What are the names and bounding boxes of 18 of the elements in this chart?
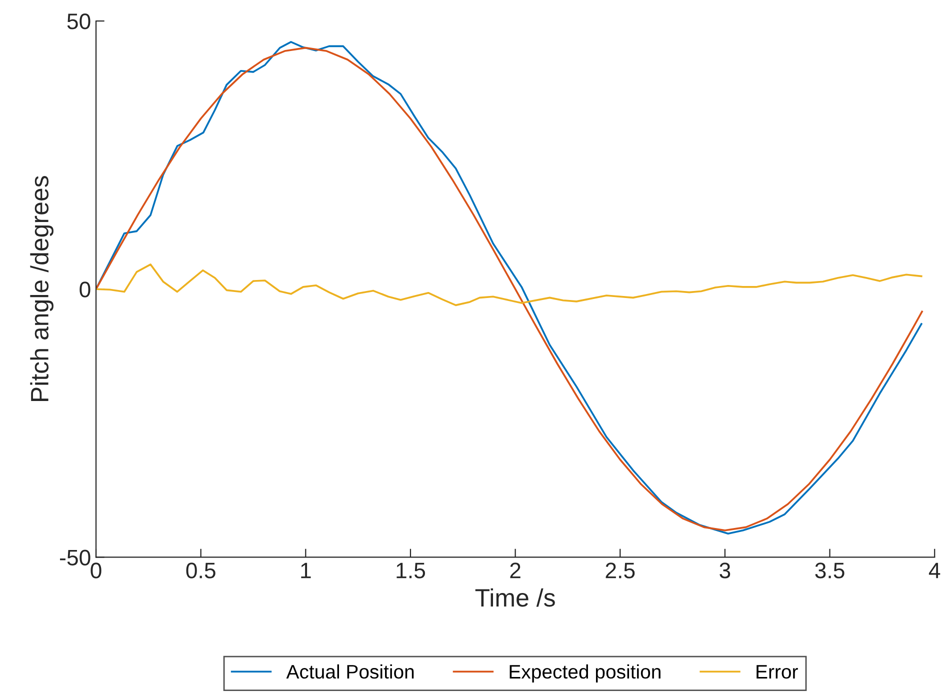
x-axis-title: Time /s (475, 588, 555, 607)
legend-label: Error (756, 665, 798, 679)
x-tick-label: 3 (720, 562, 730, 578)
y-tick-label: 0 (80, 282, 90, 298)
x-tick-label: 3.5 (815, 562, 844, 578)
x-tick-label: 2 (510, 562, 520, 578)
x-tick-label: 2.5 (606, 562, 635, 578)
x-tick-label: 0.5 (186, 562, 216, 578)
legend-label: Actual Position (286, 664, 414, 679)
x-tick-label: 4 (928, 562, 940, 578)
y-tick-label: -50 (60, 550, 90, 566)
x-tick-label: 0 (90, 562, 102, 578)
line-series (96, 264, 922, 306)
x-tick-label: 1 (301, 562, 311, 578)
y-tick-label: 50 (67, 14, 90, 30)
x-tick-label: 1.5 (396, 562, 425, 578)
legend-label: Expected position (510, 664, 660, 682)
y-axis-title: Pitch angle /degrees (30, 176, 54, 402)
